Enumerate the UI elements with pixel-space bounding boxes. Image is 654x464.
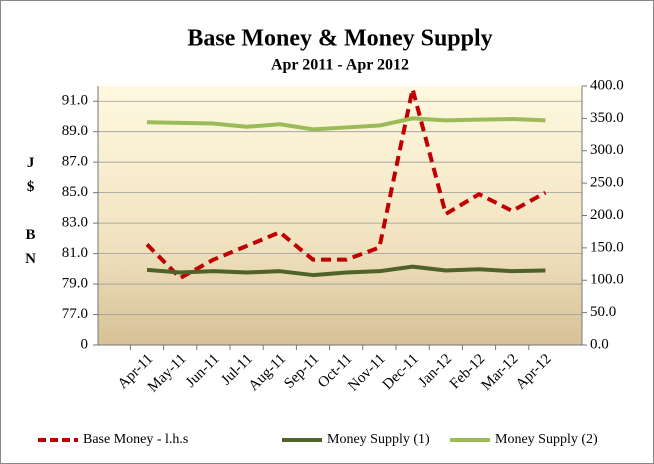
series-line <box>145 87 547 280</box>
y2-tick-label: 250.0 <box>590 175 624 191</box>
y2-tick-label: 300.0 <box>590 142 624 158</box>
y2-tick-label: 400.0 <box>590 77 624 93</box>
chart-subtitle: Apr 2011 - Apr 2012 <box>271 57 409 74</box>
legend-label: Money Supply (1) <box>327 432 430 447</box>
y-tick-label: 81.0 <box>62 245 88 261</box>
y2-tick-label: 0.0 <box>590 336 609 352</box>
y2-tick-label: 350.0 <box>590 110 624 126</box>
y-tick-label: 89.0 <box>62 123 88 139</box>
series-line <box>146 116 546 132</box>
y2-tick-label: 100.0 <box>590 272 624 288</box>
legend-label: Money Supply (2) <box>495 432 598 447</box>
y-tick-label: 0 <box>81 336 89 352</box>
y-tick-label: 77.0 <box>62 306 88 322</box>
y2-tick-label: 200.0 <box>590 207 624 223</box>
chart-title: Base Money & Money Supply <box>187 26 492 52</box>
plot-area <box>98 86 582 345</box>
y-tick-label: 83.0 <box>62 215 88 231</box>
y-tick-label: 87.0 <box>62 154 88 170</box>
y2-tick-label: 50.0 <box>590 304 616 320</box>
legend-label: Base Money - l.h.s <box>83 432 188 447</box>
y-axis-label: J$ BN <box>23 155 39 275</box>
series-line <box>146 264 546 278</box>
y-tick-label: 79.0 <box>62 275 88 291</box>
y2-tick-label: 150.0 <box>590 239 624 255</box>
y-tick-label: 91.0 <box>62 93 88 109</box>
y-tick-label: 85.0 <box>62 184 88 200</box>
